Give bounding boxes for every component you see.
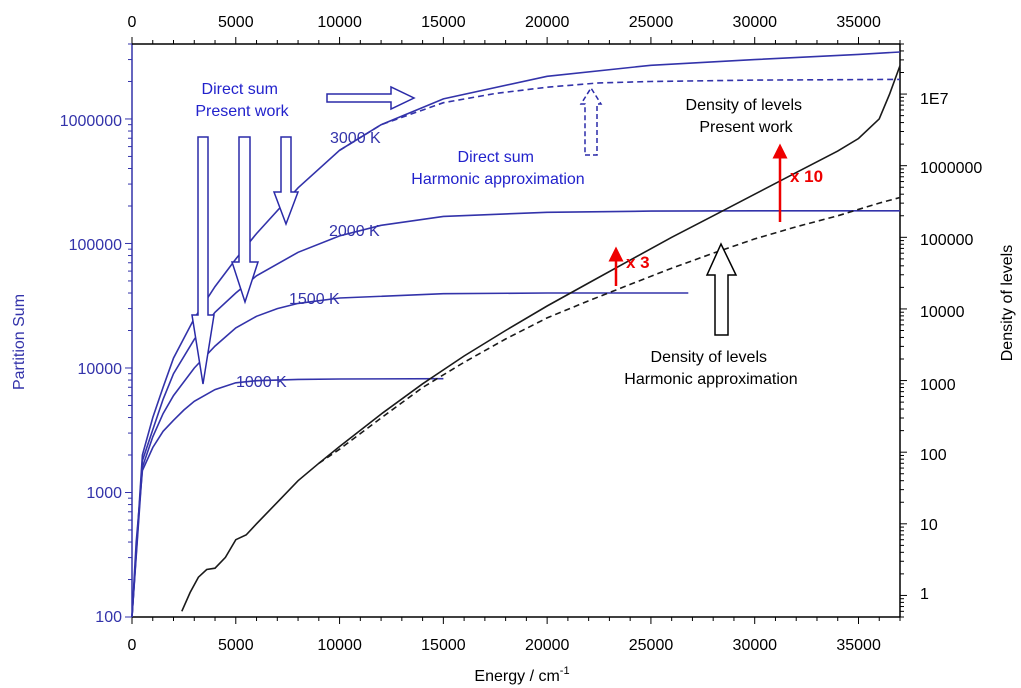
partition-sum-line-3: [131, 51, 901, 618]
partition-sum-line-2: [131, 210, 900, 618]
x-top-tick-label: 20000: [525, 14, 570, 31]
label-1000k: 1000 K: [236, 374, 287, 391]
y-left-tick-label: 100: [95, 609, 122, 626]
arrow-up-icon: [705, 242, 738, 336]
x-top-tick-label: 15000: [421, 14, 466, 31]
x-top-tick-label: 25000: [629, 14, 674, 31]
y-right-tick-label: 1000: [920, 377, 956, 394]
x-axis-title: Energy / cm-1: [474, 665, 569, 685]
x-top-tick-label: 5000: [218, 14, 254, 31]
x-tick-label: 0: [128, 637, 137, 654]
y-right-tick-label: 10: [920, 517, 938, 534]
y-right-tick-label: 1: [920, 586, 929, 603]
x-tick-label: 20000: [525, 637, 570, 654]
y-left-tick-label: 1000: [86, 485, 122, 502]
arrow-direct-present-right-icon: [326, 85, 416, 111]
x-top-tick-label: 0: [128, 14, 137, 31]
arrow-up-dashed-icon: [579, 86, 603, 156]
y-right-tick-label: 100: [920, 447, 947, 464]
label-x3: x 3: [626, 253, 650, 272]
partition-sum-line-4: [339, 78, 901, 151]
arrow-down-icon: [191, 136, 215, 385]
y-right-tick-label: 1000000: [920, 160, 982, 177]
y-left-tick-label: 100000: [69, 237, 122, 254]
label-1500k: 1500 K: [289, 291, 340, 308]
label-x10: x 10: [790, 167, 823, 186]
arrow-down-icon: [272, 136, 300, 227]
x-tick-label: 35000: [836, 637, 881, 654]
partition-sum-line-1: [131, 292, 689, 618]
density-line-6: [318, 196, 901, 464]
label-3000k: 3000 K: [330, 130, 381, 147]
label-2000k: 2000 K: [329, 223, 380, 240]
density-line-5: [181, 65, 901, 612]
x-top-tick-label: 35000: [836, 14, 881, 31]
partition-sum-line-0: [131, 377, 444, 618]
x-tick-label: 30000: [733, 637, 778, 654]
x-top-tick-label: 10000: [317, 14, 362, 31]
x-tick-label: 25000: [629, 637, 674, 654]
arrow-down-icon: [230, 136, 260, 305]
x-tick-label: 15000: [421, 637, 466, 654]
y-right-tick-label: 10000: [920, 304, 965, 321]
annotation-direct-harmonic: Direct sum Harmonic approximation: [411, 149, 584, 188]
y-right-tick-label: 100000: [920, 232, 973, 249]
x-tick-label: 10000: [317, 637, 362, 654]
y-left-tick-label: 10000: [78, 361, 123, 378]
annotation-density-harmonic: Density of levels Harmonic approximation: [624, 349, 797, 388]
y-right-tick-label: 1E7: [920, 91, 949, 108]
y-left-tick-label: 1000000: [60, 113, 122, 130]
x-top-tick-label: 30000: [733, 14, 778, 31]
y-right-axis-title: Density of levels: [999, 245, 1016, 362]
y-left-axis-title: Partition Sum: [11, 294, 28, 390]
annotation-direct-present: Direct sum Present work: [195, 81, 289, 120]
x-tick-label: 5000: [218, 637, 254, 654]
annotation-density-present: Density of levels Present work: [686, 97, 807, 136]
